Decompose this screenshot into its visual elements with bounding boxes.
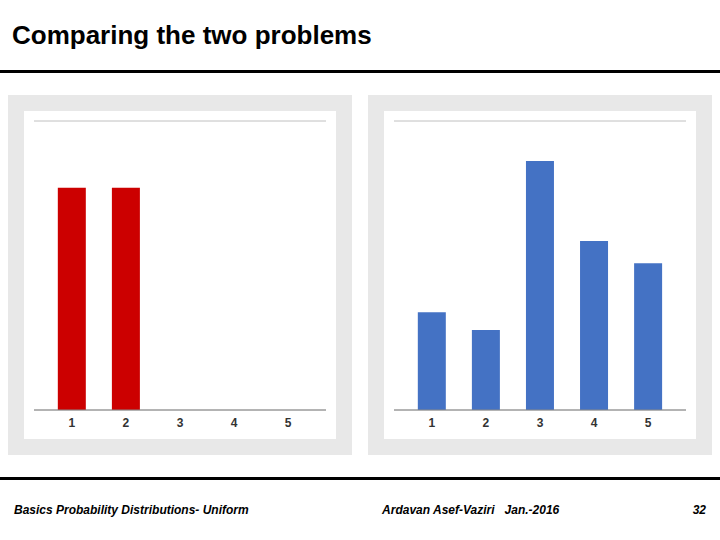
svg-text:3: 3 [177, 416, 184, 430]
svg-text:5: 5 [645, 416, 652, 430]
svg-text:4: 4 [591, 416, 598, 430]
svg-text:1: 1 [429, 416, 436, 430]
svg-text:2: 2 [483, 416, 490, 430]
svg-text:2: 2 [123, 416, 130, 430]
svg-text:5: 5 [285, 416, 292, 430]
svg-text:1: 1 [69, 416, 76, 430]
html-text:Ardavan Asef-Vaziri Jan.-2016: Ardavan Asef-Vaziri Jan.-2016 [382, 503, 560, 517]
html-text:32: 32 [692, 503, 706, 517]
html-text:Comparing the two problems: Comparing the two problems [12, 19, 372, 50]
svg-text:3: 3 [537, 416, 544, 430]
html-text:Basics Probability Distributio: Basics Probability Distributions- Unifor… [14, 503, 249, 517]
svg-text:4: 4 [231, 416, 238, 430]
